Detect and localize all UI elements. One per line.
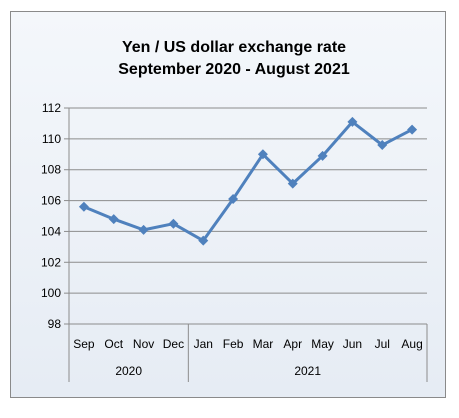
x-tick-label: Apr: [283, 337, 302, 351]
x-tick-label: Jan: [194, 337, 213, 351]
gridlines: [69, 107, 427, 294]
y-axis-ticks: 98 100 102 104 106 108 110 112: [41, 101, 69, 331]
x-tick-label: May: [311, 337, 334, 351]
y-tick-label: 106: [41, 194, 61, 208]
year-group-label: 2021: [294, 364, 321, 378]
data-point-marker: [168, 218, 179, 229]
x-axis-ticks: Sep Oct Nov Dec Jan Feb Mar Apr May Jun Jul Aug 2020…: [68, 324, 428, 382]
data-point-marker: [257, 149, 268, 160]
x-tick-label: Mar: [253, 337, 274, 351]
x-tick-label: Nov: [133, 337, 154, 351]
y-tick-label: 104: [41, 224, 61, 238]
x-tick-label: Oct: [104, 337, 123, 351]
series-layer: [78, 116, 418, 246]
data-point-marker: [138, 224, 149, 235]
axes: [68, 108, 427, 325]
data-point-marker: [228, 194, 239, 205]
y-tick-label: 100: [41, 286, 61, 300]
data-point-marker: [198, 235, 209, 246]
data-point-marker: [108, 214, 119, 225]
series-line: [83, 120, 413, 243]
data-point-marker: [347, 116, 358, 127]
x-tick-label: Jul: [375, 337, 390, 351]
data-point-marker: [377, 140, 388, 151]
y-tick-label: 112: [42, 101, 61, 115]
chart-subtitle: September 2020 - August 2021: [118, 61, 350, 78]
y-tick-label: 108: [41, 163, 61, 177]
x-tick-label: Jun: [343, 337, 362, 351]
y-tick-label: 110: [42, 132, 61, 146]
chart-title: Yen / US dollar exchange rate: [122, 39, 346, 56]
y-tick-label: 98: [48, 317, 62, 331]
data-point-marker: [317, 150, 328, 161]
x-tick-label: Dec: [163, 337, 184, 351]
data-point-marker: [287, 178, 298, 189]
data-point-marker: [78, 201, 89, 212]
data-point-marker: [407, 124, 418, 135]
x-tick-label: Feb: [223, 337, 244, 351]
x-tick-label: Aug: [401, 337, 422, 351]
x-tick-label: Sep: [73, 337, 95, 351]
y-tick-label: 102: [41, 255, 61, 269]
year-group-label: 2020: [115, 364, 142, 378]
